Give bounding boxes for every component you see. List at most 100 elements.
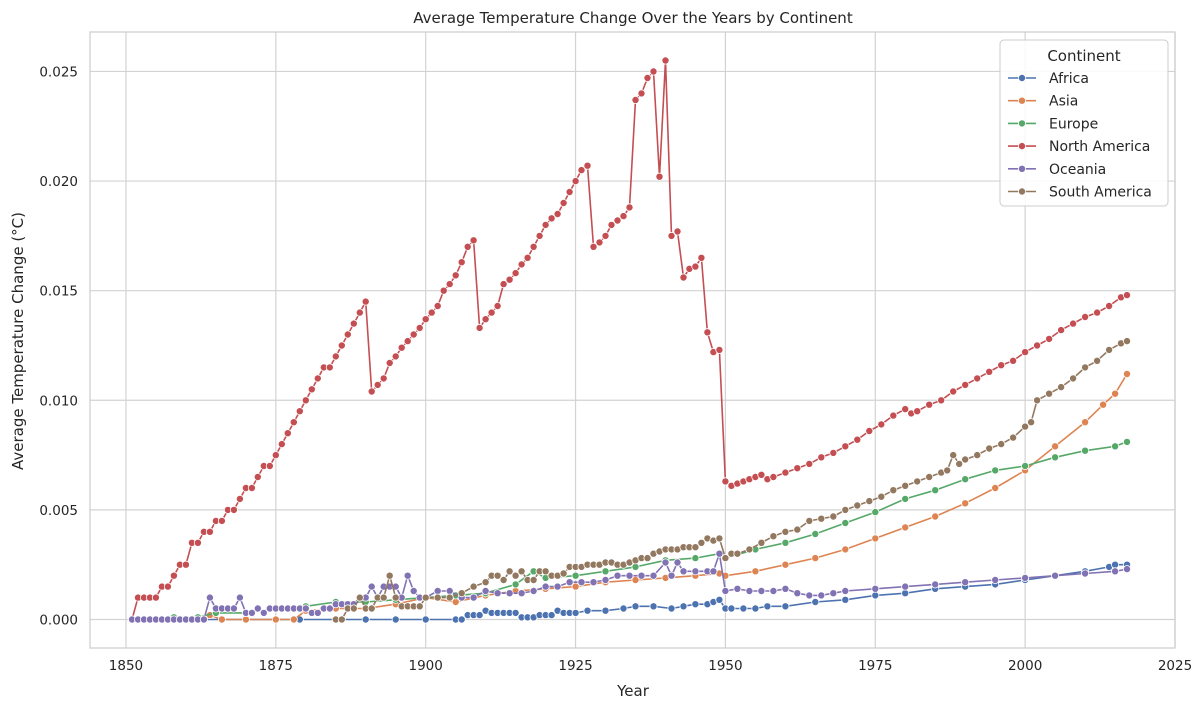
data-point (1111, 560, 1120, 569)
data-point (931, 512, 940, 521)
data-point (961, 380, 970, 389)
data-point (601, 231, 610, 240)
data-point (247, 483, 256, 492)
data-point (421, 593, 430, 602)
legend-label: South America (1049, 185, 1152, 201)
data-point (445, 587, 454, 596)
data-point (961, 578, 970, 587)
data-point (283, 429, 292, 438)
data-point (505, 567, 514, 576)
data-point (841, 519, 850, 528)
data-point (571, 608, 580, 617)
data-point (391, 593, 400, 602)
data-point (769, 587, 778, 596)
x-tick-label: 1975 (858, 658, 892, 674)
data-point (199, 615, 208, 624)
data-point (349, 604, 358, 613)
data-point (433, 587, 442, 596)
data-point (343, 330, 352, 339)
data-point (1123, 337, 1132, 346)
data-point (379, 593, 388, 602)
y-tick-label: 0.020 (39, 174, 78, 190)
data-point (781, 527, 790, 536)
data-point (523, 253, 532, 262)
data-point (811, 554, 820, 563)
data-point (1021, 348, 1030, 357)
legend-label: Oceania (1049, 162, 1106, 178)
data-point (643, 74, 652, 83)
data-point (865, 497, 874, 506)
data-point (673, 558, 682, 567)
data-point (1093, 356, 1102, 365)
data-point (397, 343, 406, 352)
data-point (961, 455, 970, 464)
data-point (511, 571, 520, 580)
data-point (589, 242, 598, 251)
data-point (289, 615, 298, 624)
data-point (1111, 389, 1120, 398)
data-point (667, 604, 676, 613)
data-point (403, 337, 412, 346)
data-point (271, 615, 280, 624)
data-point (841, 595, 850, 604)
data-point (715, 595, 724, 604)
data-point (313, 608, 322, 617)
data-point (901, 494, 910, 503)
data-point (331, 352, 340, 361)
plot-frame (89, 31, 1176, 649)
data-point (1051, 571, 1060, 580)
data-point (1021, 461, 1030, 470)
data-point (505, 589, 514, 598)
data-point (379, 374, 388, 383)
data-point (937, 396, 946, 405)
data-point (1111, 567, 1120, 576)
data-point (541, 567, 550, 576)
data-point (307, 385, 316, 394)
data-point (337, 615, 346, 624)
data-point (679, 273, 688, 282)
data-point (925, 472, 934, 481)
data-point (433, 593, 442, 602)
data-point (913, 477, 922, 486)
data-point (481, 587, 490, 596)
data-point (679, 602, 688, 611)
data-point (247, 608, 256, 617)
data-point (265, 461, 274, 470)
data-point (229, 604, 238, 613)
data-point (643, 554, 652, 563)
data-point (499, 280, 508, 289)
data-point (1045, 334, 1054, 343)
data-point (631, 602, 640, 611)
data-point (1051, 453, 1060, 462)
data-point (493, 589, 502, 598)
data-point (889, 486, 898, 495)
data-point (181, 560, 190, 569)
data-point (325, 604, 334, 613)
data-point (367, 604, 376, 613)
data-point (1033, 341, 1042, 350)
data-point (769, 472, 778, 481)
y-axis-ticks: 0.000 0.005 0.010 0.015 0.020 0.025 (39, 64, 78, 628)
data-point (817, 453, 826, 462)
data-point (805, 516, 814, 525)
data-point (205, 593, 214, 602)
data-point (277, 440, 286, 449)
data-point (679, 567, 688, 576)
data-point (445, 593, 454, 602)
data-point (217, 516, 226, 525)
data-point (409, 330, 418, 339)
data-point (601, 606, 610, 615)
data-point (865, 426, 874, 435)
data-point (565, 187, 574, 196)
data-point (325, 363, 334, 372)
data-point (703, 328, 712, 337)
legend-item: Oceania (1008, 162, 1106, 178)
data-point (691, 543, 700, 552)
data-point (235, 494, 244, 503)
legend-item: Africa (1008, 71, 1089, 87)
data-point (673, 227, 682, 236)
data-point (361, 297, 370, 306)
data-point (721, 477, 730, 486)
data-point (637, 571, 646, 580)
data-point (367, 387, 376, 396)
